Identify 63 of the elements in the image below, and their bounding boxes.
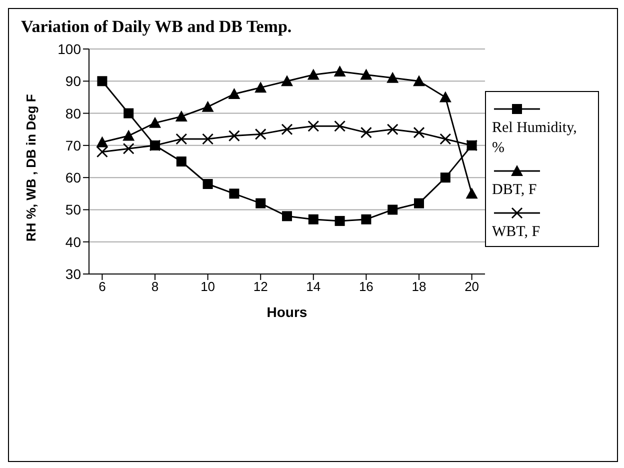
chart-title: Variation of Daily WB and DB Temp.: [21, 17, 292, 37]
point: [202, 179, 213, 189]
x-tick-label: 20: [464, 279, 480, 294]
x-tick-label: 8: [151, 279, 159, 294]
x-axis-title: Hours: [266, 304, 308, 320]
point: [202, 133, 214, 145]
point: [254, 128, 266, 140]
legend-label: DBT, F: [492, 181, 538, 200]
y-tick-label: 50: [65, 202, 82, 218]
y-axis-title: RH %, WB , DB in Deg F: [24, 94, 39, 242]
point: [281, 75, 293, 86]
y-tick-label: 80: [65, 105, 82, 122]
point: [122, 142, 134, 154]
point: [386, 124, 398, 136]
point: [96, 136, 108, 148]
point: [96, 146, 108, 158]
point: [413, 75, 425, 86]
point: [466, 188, 478, 199]
point: [256, 198, 266, 208]
x-tick-label: 16: [358, 279, 374, 294]
point: [228, 130, 240, 142]
point: [307, 68, 320, 80]
x-tick-label: 14: [306, 279, 321, 294]
point: [414, 198, 424, 208]
point: [334, 120, 346, 132]
point: [254, 82, 267, 93]
y-tick-label: 70: [65, 137, 82, 154]
point: [386, 72, 399, 83]
point: [122, 130, 135, 141]
point: [334, 66, 346, 76]
legend-label: Rel Humidity, %: [492, 119, 578, 158]
point: [229, 188, 240, 199]
point: [360, 68, 372, 80]
point: [413, 126, 425, 138]
point: [440, 133, 452, 145]
point: [388, 204, 398, 215]
y-tick-label: 90: [65, 73, 82, 90]
point: [202, 100, 214, 112]
y-tick-label: 40: [65, 234, 82, 250]
x-tick-label: 18: [412, 279, 426, 294]
point: [175, 110, 188, 122]
point: [308, 120, 320, 132]
y-tick-label: 100: [58, 40, 82, 57]
point: [228, 88, 240, 99]
point: [308, 214, 318, 224]
point: [176, 133, 188, 145]
legend-label: WBT, F: [492, 223, 542, 242]
x-tick-label: 6: [98, 279, 106, 294]
point: [334, 216, 345, 226]
point: [97, 76, 108, 86]
y-tick-label: 60: [65, 170, 82, 186]
point: [439, 91, 452, 102]
point: [176, 156, 186, 166]
x-tick-label: 12: [253, 279, 268, 294]
x-tick-label: 10: [200, 279, 216, 294]
point: [124, 108, 134, 118]
point: [281, 124, 293, 136]
point: [361, 214, 372, 224]
point: [360, 126, 372, 138]
point: [440, 172, 450, 183]
y-tick-label: 30: [65, 266, 82, 282]
point: [282, 211, 292, 222]
point: [149, 116, 161, 128]
